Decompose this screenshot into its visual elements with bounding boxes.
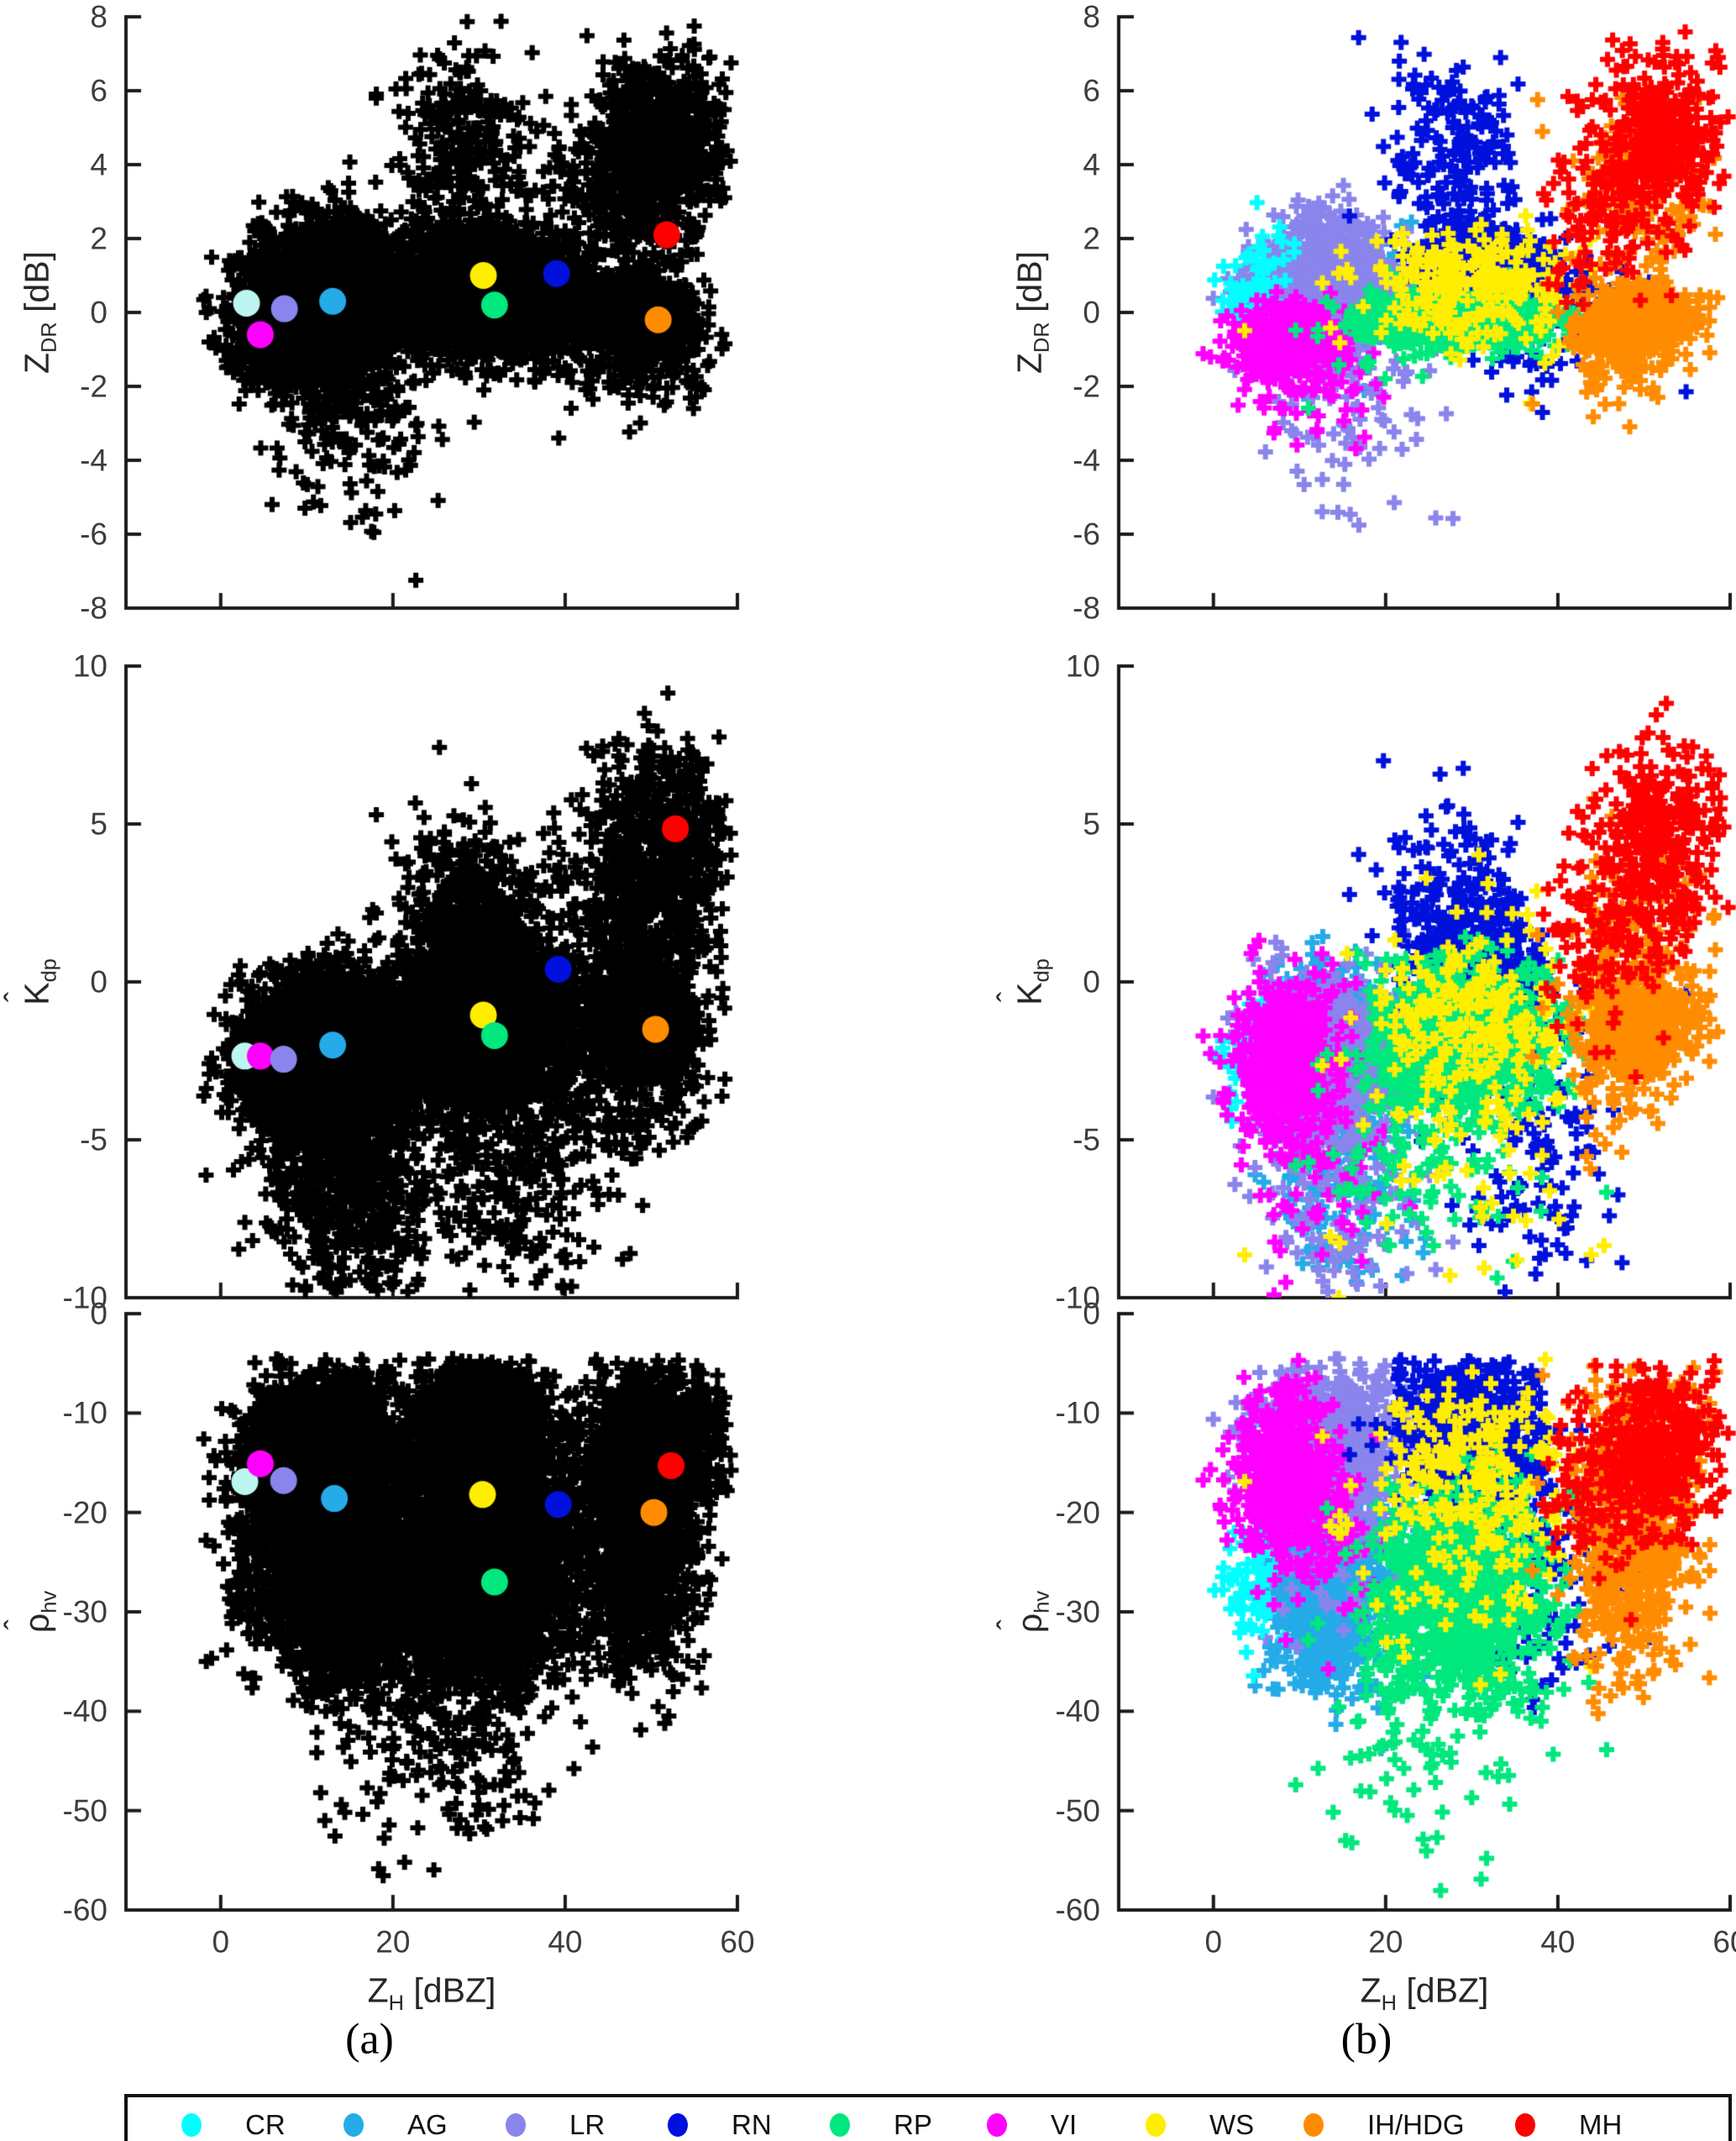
- legend-marker-lr-icon: [506, 2113, 526, 2137]
- legend-label-vi: VI: [1051, 2109, 1078, 2140]
- y-tick-label: -6: [80, 517, 108, 552]
- y-tick-label: -2: [80, 369, 108, 404]
- y-axis-label-zdr: ZDR [dB]: [1010, 250, 1054, 375]
- y-tick-label: -10: [62, 1395, 108, 1430]
- y-tick-label: 5: [90, 806, 108, 842]
- y-tick-label: -60: [1055, 1892, 1100, 1928]
- y-tick-label: -10: [62, 1280, 108, 1315]
- y-tick-label: 4: [1083, 147, 1100, 182]
- x-axis-label: ZH [dBZ]: [367, 1970, 496, 2015]
- x-tick-label: 60: [1712, 1924, 1736, 1960]
- y-tick-label: -10: [1055, 1395, 1100, 1430]
- legend-marker-mh-icon: [1515, 2113, 1535, 2137]
- y-axis-label-rho: ρ ˆ hv: [991, 1590, 1054, 1634]
- x-tick-label: 20: [375, 1924, 411, 1960]
- legend-box: CR AG LR RN RP VI WS IH/HDG MH: [124, 2094, 1732, 2141]
- y-tick-label: 0: [1083, 295, 1100, 330]
- x-tick-label: 0: [1204, 1924, 1223, 1960]
- y-tick-label: -6: [1073, 517, 1100, 552]
- legend-label-rp: RP: [894, 2109, 932, 2140]
- y-tick-label: -10: [1055, 1280, 1100, 1315]
- legend-label-cr: CR: [245, 2109, 286, 2140]
- y-tick-label: 0: [90, 1296, 108, 1331]
- caption-a: (a): [345, 2015, 394, 2064]
- y-tick-label: -50: [1055, 1793, 1100, 1829]
- legend-marker-ws-icon: [1146, 2113, 1166, 2137]
- y-tick-label: -60: [62, 1892, 108, 1928]
- legend-marker-vi-icon: [987, 2113, 1007, 2137]
- y-tick-label: -30: [62, 1594, 108, 1629]
- x-tick-label: 40: [548, 1924, 583, 1960]
- y-tick-label: -50: [62, 1793, 108, 1829]
- y-tick-label: 8: [1083, 0, 1100, 34]
- y-tick-label: -4: [80, 443, 108, 478]
- y-tick-label: 4: [90, 147, 108, 182]
- y-tick-label: 6: [90, 73, 108, 108]
- y-tick-label: 10: [72, 648, 108, 684]
- y-tick-label: -20: [62, 1495, 108, 1530]
- y-tick-label: 0: [90, 964, 108, 1000]
- legend-marker-ih-hdg-icon: [1303, 2113, 1324, 2137]
- y-tick-label: -20: [1055, 1495, 1100, 1530]
- legend-label-lr: LR: [569, 2109, 606, 2140]
- legend-label-ag: AG: [407, 2109, 448, 2140]
- y-tick-label: -5: [1073, 1122, 1100, 1157]
- y-tick-label: 10: [1065, 648, 1100, 684]
- y-tick-label: 0: [90, 295, 108, 330]
- y-tick-label: 2: [1083, 221, 1100, 256]
- y-tick-label: 6: [1083, 73, 1100, 108]
- x-tick-label: 20: [1368, 1924, 1403, 1960]
- y-tick-label: -8: [80, 590, 108, 626]
- y-tick-label: 8: [90, 0, 108, 34]
- y-axis-label-kdp: K ˆ dp: [991, 958, 1054, 1005]
- y-tick-label: 5: [1083, 806, 1100, 842]
- y-tick-label: 0: [1083, 1296, 1100, 1331]
- x-tick-label: 0: [212, 1924, 230, 1960]
- legend-marker-rp-icon: [830, 2113, 850, 2137]
- y-tick-label: -2: [1073, 369, 1100, 404]
- legend-marker-rn-icon: [668, 2113, 688, 2137]
- y-tick-label: 0: [1083, 964, 1100, 1000]
- legend-marker-cr-icon: [181, 2113, 202, 2137]
- y-tick-label: -8: [1073, 590, 1100, 626]
- legend-marker-ag-icon: [344, 2113, 364, 2137]
- legend-label-ws: WS: [1209, 2109, 1255, 2140]
- caption-b: (b): [1340, 2015, 1392, 2064]
- x-axis-label: ZH [dBZ]: [1360, 1970, 1489, 2015]
- y-axis-label-rho: ρ ˆ hv: [0, 1590, 61, 1634]
- legend-label-mh: MH: [1579, 2109, 1623, 2140]
- y-tick-label: 2: [90, 221, 108, 256]
- legend-label-ih-hdg: IH/HDG: [1367, 2109, 1465, 2140]
- y-axis-label-kdp: K ˆ dp: [0, 958, 61, 1005]
- x-tick-label: 40: [1540, 1924, 1576, 1960]
- y-tick-label: -4: [1073, 443, 1100, 478]
- y-tick-label: -30: [1055, 1594, 1100, 1629]
- y-tick-label: -5: [80, 1122, 108, 1157]
- y-tick-label: -40: [1055, 1693, 1100, 1729]
- legend-label-rn: RN: [732, 2109, 772, 2140]
- y-tick-label: -40: [62, 1693, 108, 1729]
- x-tick-label: 60: [720, 1924, 755, 1960]
- y-axis-label-zdr: ZDR [dB]: [17, 250, 61, 375]
